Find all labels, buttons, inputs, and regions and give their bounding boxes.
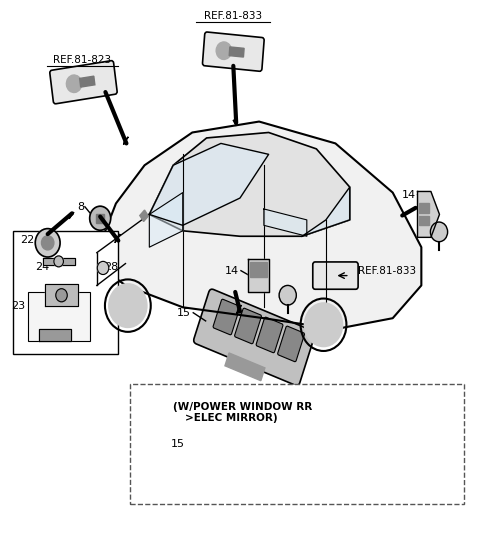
Circle shape — [90, 206, 111, 230]
Circle shape — [97, 261, 109, 274]
Bar — [96, 214, 105, 222]
FancyBboxPatch shape — [256, 317, 283, 352]
Polygon shape — [45, 284, 78, 306]
Text: 22: 22 — [21, 234, 35, 244]
Text: >ELEC MIRROR): >ELEC MIRROR) — [185, 413, 278, 423]
Polygon shape — [38, 329, 71, 341]
Polygon shape — [420, 204, 429, 214]
Polygon shape — [123, 137, 128, 144]
Polygon shape — [248, 259, 269, 292]
Text: 24: 24 — [35, 262, 49, 272]
FancyBboxPatch shape — [235, 308, 262, 344]
Bar — [271, 467, 303, 489]
Polygon shape — [140, 210, 148, 221]
Text: 15: 15 — [177, 308, 192, 318]
FancyBboxPatch shape — [296, 437, 319, 467]
Circle shape — [56, 289, 67, 302]
FancyBboxPatch shape — [213, 299, 240, 335]
Polygon shape — [149, 193, 183, 247]
Text: REF.81-823: REF.81-823 — [53, 55, 111, 65]
Polygon shape — [115, 234, 120, 243]
Polygon shape — [237, 305, 241, 314]
Circle shape — [41, 236, 54, 250]
FancyBboxPatch shape — [313, 262, 358, 289]
Text: 15: 15 — [171, 439, 185, 449]
Text: 25: 25 — [54, 301, 68, 311]
Circle shape — [216, 42, 231, 59]
FancyBboxPatch shape — [277, 326, 304, 362]
Polygon shape — [97, 121, 421, 329]
Polygon shape — [418, 192, 440, 237]
Bar — [229, 47, 244, 57]
Text: 14: 14 — [225, 266, 239, 276]
Polygon shape — [233, 118, 237, 126]
FancyBboxPatch shape — [278, 429, 301, 460]
FancyBboxPatch shape — [203, 32, 264, 71]
Circle shape — [279, 285, 296, 305]
Text: (W/POWER WINDOW RR: (W/POWER WINDOW RR — [173, 402, 312, 412]
Polygon shape — [302, 187, 350, 236]
FancyBboxPatch shape — [244, 413, 345, 494]
Text: 8: 8 — [77, 202, 84, 212]
Polygon shape — [69, 212, 74, 219]
Circle shape — [304, 303, 343, 346]
Text: REF.81-833: REF.81-833 — [204, 10, 262, 20]
Polygon shape — [149, 132, 350, 236]
Polygon shape — [264, 209, 307, 236]
FancyBboxPatch shape — [314, 444, 336, 474]
Circle shape — [109, 284, 147, 328]
Bar — [225, 353, 265, 380]
Circle shape — [66, 75, 82, 92]
Text: 6: 6 — [283, 292, 290, 301]
Polygon shape — [420, 216, 429, 225]
FancyBboxPatch shape — [194, 289, 315, 385]
Circle shape — [431, 222, 447, 242]
Text: 14: 14 — [401, 190, 416, 200]
Bar — [80, 76, 95, 87]
Circle shape — [35, 228, 60, 257]
Text: 23: 23 — [11, 301, 25, 311]
Polygon shape — [250, 262, 267, 277]
FancyBboxPatch shape — [50, 60, 117, 104]
Text: 6: 6 — [418, 219, 425, 229]
Bar — [130, 384, 464, 504]
Text: REF.81-833: REF.81-833 — [359, 266, 417, 276]
Text: 28: 28 — [105, 262, 119, 272]
Bar — [13, 231, 118, 354]
Circle shape — [54, 256, 63, 267]
Polygon shape — [43, 258, 75, 265]
Bar — [28, 292, 90, 341]
FancyBboxPatch shape — [261, 422, 283, 452]
Polygon shape — [149, 143, 269, 225]
